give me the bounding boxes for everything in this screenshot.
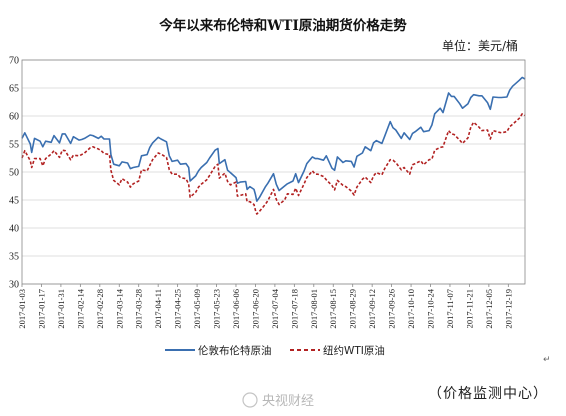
x-tick-label: 2017-12-19	[503, 289, 513, 329]
x-tick-label: 2017-08-01	[309, 289, 319, 329]
unit-label: 单位：美元/桶	[442, 38, 518, 53]
y-tick-label: 70	[9, 56, 19, 67]
y-tick-label: 50	[9, 168, 19, 179]
plot-frame	[21, 59, 526, 285]
wti-series-line	[21, 113, 526, 215]
x-tick-label: 2017-05-09	[192, 289, 202, 329]
weibo-logo-icon	[242, 392, 258, 408]
x-tick-label: 2017-08-15	[328, 289, 338, 329]
chart-title: 今年以来布伦特和WTI原油期货价格走势	[159, 17, 407, 34]
x-tick-label: 2017-10-10	[406, 289, 416, 329]
brent-series-line	[21, 76, 526, 202]
x-tick-label: 2017-10-24	[426, 288, 436, 328]
x-tick-label: 2017-02-28	[95, 289, 105, 329]
series-lines	[21, 76, 526, 215]
y-tick-label: 65	[9, 84, 19, 95]
legend-label-wti: 纽约WTI原油	[323, 344, 385, 357]
y-tick-label: 40	[9, 224, 19, 235]
x-tick-label: 2017-01-31	[56, 289, 66, 329]
x-axis-ticks: 2017-01-03 2017-01-17 2017-01-31 2017-02-14…	[17, 284, 513, 329]
x-tick-label: 2017-11-07	[445, 289, 455, 328]
x-tick-label: 2017-02-14	[75, 288, 85, 328]
x-tick-label: 2017-03-28	[134, 289, 144, 329]
x-tick-label: 2017-06-06	[231, 289, 241, 329]
x-tick-label: 2017-01-17	[36, 289, 46, 329]
y-tick-label: 60	[9, 112, 19, 123]
y-tick-label: 30	[9, 280, 19, 291]
y-tick-label: 45	[9, 196, 19, 207]
x-tick-label: 2017-01-03	[17, 289, 27, 329]
x-tick-label: 2017-09-12	[367, 289, 377, 329]
y-tick-label: 55	[9, 140, 19, 151]
y-axis-ticks: 30 35 40 45 50 55 60 65 70	[9, 56, 19, 291]
source-label: （价格监测中心）	[428, 386, 548, 402]
paragraph-mark: ↵	[543, 355, 551, 365]
legend: 伦敦布伦特原油 纽约WTI原油	[165, 344, 385, 357]
x-tick-label: 2017-09-26	[387, 289, 397, 329]
legend-label-brent: 伦敦布伦特原油	[198, 344, 272, 357]
x-tick-label: 2017-12-05	[484, 289, 494, 329]
x-tick-label: 2017-04-11	[153, 289, 163, 328]
x-tick-label: 2017-07-04	[270, 288, 280, 328]
x-tick-label: 2017-03-14	[114, 288, 124, 328]
x-tick-label: 2017-04-25	[173, 289, 183, 329]
x-tick-label: 2017-08-29	[348, 289, 358, 329]
watermark-text: 央视财经	[262, 394, 314, 409]
watermark: 央视财经	[242, 392, 314, 409]
x-tick-label: 2017-06-20	[250, 289, 260, 329]
x-tick-label: 2017-11-21	[464, 289, 474, 328]
y-tick-label: 35	[9, 252, 19, 263]
x-tick-label: 2017-05-23	[212, 289, 222, 329]
x-tick-label: 2017-07-18	[289, 289, 299, 329]
